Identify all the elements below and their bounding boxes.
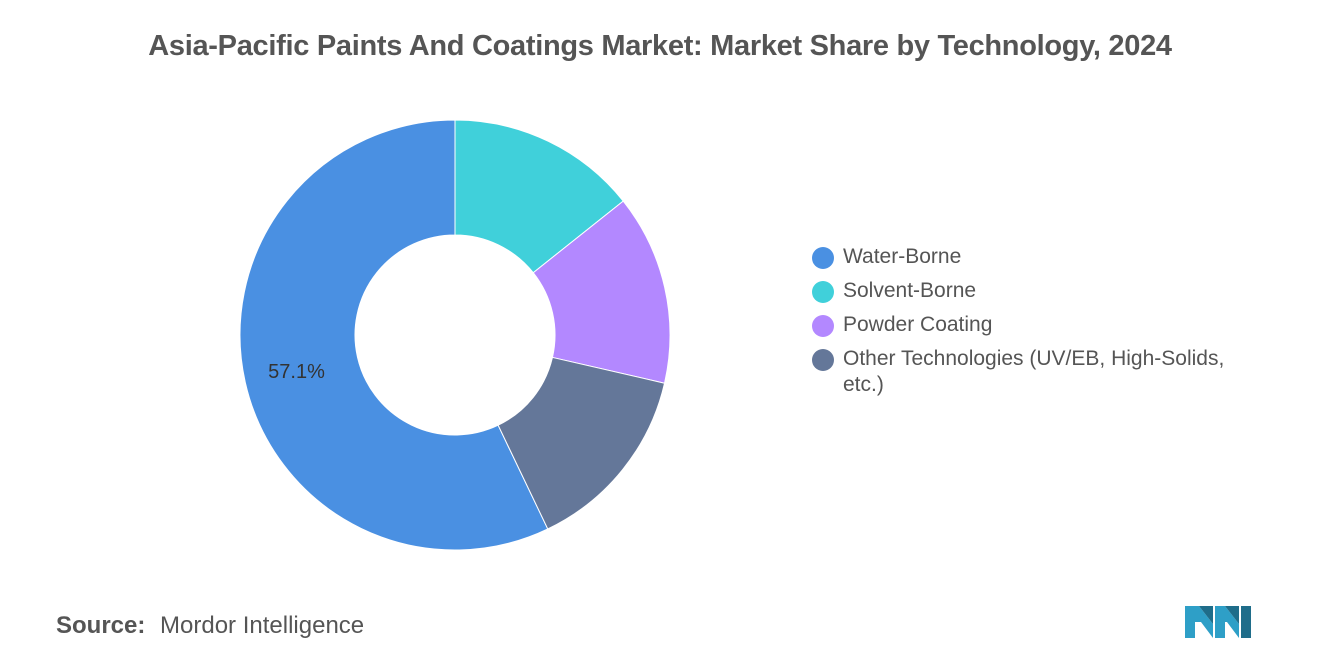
source-note: Source: Mordor Intelligence <box>56 612 364 640</box>
chart-legend: Water-Borne Solvent-Borne Powder Coating Ot… <box>812 244 1272 406</box>
legend-label: Powder Coating <box>843 313 993 336</box>
legend-swatch-icon <box>812 247 834 269</box>
legend-swatch-icon <box>812 281 834 303</box>
source-value: Mordor Intelligence <box>160 612 365 639</box>
chart-title: Asia-Pacific Paints And Coatings Market:… <box>148 30 1172 62</box>
pie-slice-powder <box>532 200 671 384</box>
legend-swatch-icon <box>812 315 834 337</box>
legend-item: Water-Borne <box>812 244 1272 270</box>
legend-label: Other Technologies (UV/EB, High-Solids, … <box>843 347 1225 396</box>
legend-item: Other Technologies (UV/EB, High-Solids, … <box>812 346 1272 398</box>
legend-label: Water-Borne <box>843 245 962 268</box>
legend-swatch-icon <box>812 349 834 371</box>
pie-slice-other <box>497 356 666 530</box>
legend-item: Solvent-Borne <box>812 278 1272 304</box>
pie-slice-water-borne <box>239 119 549 551</box>
source-label: Source: <box>56 612 146 639</box>
legend-item: Powder Coating <box>812 312 1272 338</box>
donut-chart: 57.1% <box>239 119 671 551</box>
legend-label: Solvent-Borne <box>843 279 977 302</box>
data-label: 57.1% <box>268 361 325 383</box>
mordor-intelligence-logo-icon <box>1185 606 1251 638</box>
